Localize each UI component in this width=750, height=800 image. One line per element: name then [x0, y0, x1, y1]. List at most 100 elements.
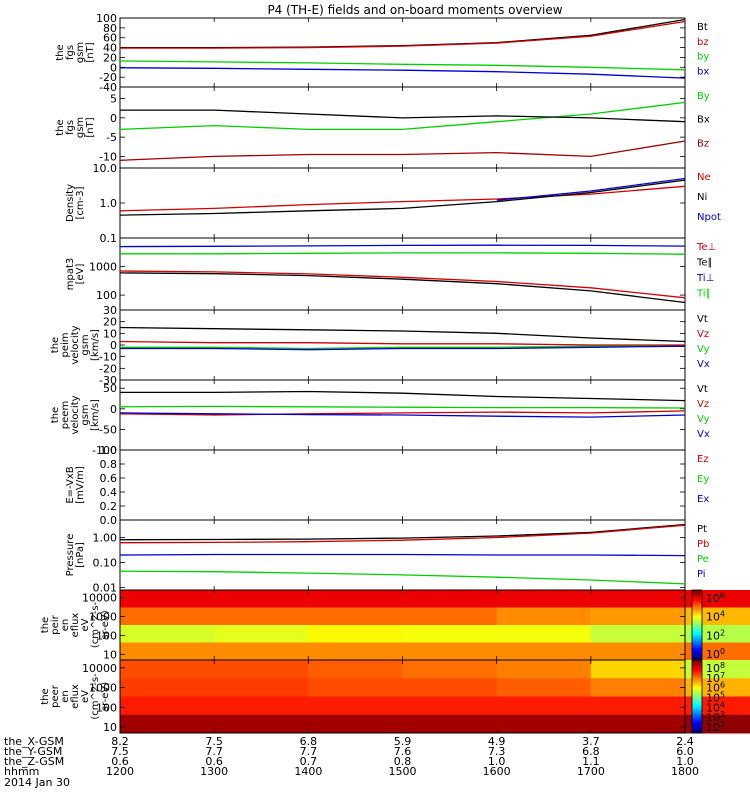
x-tick-label: 1500 [389, 765, 417, 778]
y-tick-label: 0.10 [93, 557, 118, 570]
series-line-Pb [119, 524, 686, 544]
heatmap-cell [496, 660, 592, 679]
y-tick-label: 100 [96, 12, 117, 25]
y-tick-label: -50 [99, 423, 117, 436]
y-axis-label: sr-eV) [100, 682, 111, 711]
colorbar-step [692, 636, 702, 640]
date-label: 2014 Jan 30 [4, 776, 70, 789]
x-axis-label: hhmm [4, 765, 39, 778]
y-tick-label: -30 [99, 374, 117, 387]
y-axis-label: velocity [70, 325, 81, 364]
heatmap-cell [214, 607, 309, 626]
y-tick-label: 0.8 [100, 458, 118, 471]
y-tick-label: 30 [103, 304, 117, 317]
series-line-Te⊥ [119, 270, 686, 299]
colorbar-step [692, 615, 702, 619]
heatmap-cell [496, 678, 592, 697]
legend-entry: Vz [697, 399, 709, 410]
colorbar-step [692, 681, 702, 685]
panel-4: 1000 100 mpat3 [eV] Te⊥ Te∥ Ti⊥ Ti∥ [65, 237, 716, 311]
series-line-Ti∥ [120, 252, 686, 255]
y-tick-label: 0 [110, 61, 117, 74]
y-axis-label: Pressure [65, 534, 76, 577]
ephemeris-value: 7.5 [111, 745, 129, 758]
colorbar-step [692, 708, 702, 712]
y-tick-label: 60 [103, 32, 117, 45]
colorbar-step [692, 601, 702, 605]
colorbar-step [692, 718, 702, 722]
heatmap-cell [214, 642, 309, 661]
ephemeris-value: 6.0 [676, 745, 694, 758]
legend-entry: Te⊥ [696, 242, 716, 253]
heatmap-cell [402, 642, 498, 661]
y-axis-label: eflux [70, 684, 81, 709]
y-tick-label: 0.0 [100, 514, 118, 527]
panel-8: 1.00 0.10 0.01 Pressure [nPa] Pt Pb Pe Pi [65, 519, 709, 595]
series-line-Ne [119, 185, 686, 212]
legend-entry: Npot [697, 212, 721, 223]
legend-entry: Te∥ [696, 258, 713, 269]
heatmap-cell [120, 607, 215, 626]
series-line-by [119, 60, 686, 71]
y-tick-label: 100 [96, 701, 117, 714]
heatmap-cell [402, 625, 498, 643]
y-axis-label: (cm^2-s- [90, 601, 101, 648]
legend-entry: Vx [697, 429, 710, 440]
x-tick-label: 1300 [200, 765, 228, 778]
y-tick-label: 10 [103, 721, 117, 734]
legend-entry: Vy [697, 414, 710, 425]
heatmap-cell [214, 714, 309, 734]
colorbar-step [692, 672, 702, 676]
legend-entry: Pt [697, 524, 707, 535]
legend-entry: By [697, 91, 710, 102]
colorbar-step [692, 590, 702, 593]
x-tick-label: 1700 [577, 765, 605, 778]
colorbar-step [692, 627, 702, 631]
legend-entry: Vz [697, 329, 709, 340]
colorbar-step [692, 622, 702, 626]
panel-7: 1.00.80.60.40.20.0 E=-VxB [mV/m] Ez Ey Ex [65, 444, 709, 527]
legend-entry: bx [697, 66, 709, 77]
colorbar-step [692, 599, 702, 603]
colorbar-step [692, 594, 702, 598]
x-tick-label: 1800 [671, 765, 699, 778]
ephemeris-label: the_X-GSM [4, 735, 64, 748]
colorbar-step [692, 660, 702, 663]
colorbar-step [692, 706, 702, 710]
legend-entry: Ez [697, 454, 709, 465]
y-axis-label: the [40, 617, 51, 633]
y-axis-label: Density [65, 184, 76, 222]
colorbar-step [692, 694, 702, 697]
heatmap-cell [496, 696, 592, 716]
y-tick-label: 50 [103, 382, 117, 395]
colorbar-step [692, 620, 702, 624]
colorbar-step [692, 646, 702, 649]
heatmap-cell [496, 590, 592, 608]
colorbar-step [692, 662, 702, 666]
panel-frame [119, 86, 686, 169]
heatmap-cell [214, 625, 309, 643]
series-line-Vx [119, 412, 686, 418]
series-line-Ni [119, 179, 686, 216]
y-tick-label: 40 [103, 42, 117, 55]
panel-3: 10.0 1.0 0.1 Density [cm-3] Ne Ni Npot [65, 162, 721, 245]
y-tick-label: -10 [99, 150, 117, 163]
y-axis-label: (cm^2-s- [90, 673, 101, 720]
legend-entry: Vt [697, 384, 708, 395]
ephemeris-value: 4.9 [488, 735, 506, 748]
y-tick-label: 5 [110, 93, 117, 106]
colorbar-step [692, 639, 702, 642]
y-tick-label: -5 [106, 131, 117, 144]
colorbar-step [692, 643, 702, 647]
heatmap-cell [590, 660, 686, 679]
y-axis-label: the [55, 44, 66, 60]
x-tick-label: 1600 [483, 765, 511, 778]
y-axis-label: velocity [70, 395, 81, 434]
heatmap-cell [308, 607, 403, 626]
heatmap-cell [590, 714, 686, 734]
y-tick-label: 20 [103, 51, 117, 64]
ephemeris-value: 0.6 [205, 755, 223, 768]
colorbar-step [692, 730, 702, 734]
